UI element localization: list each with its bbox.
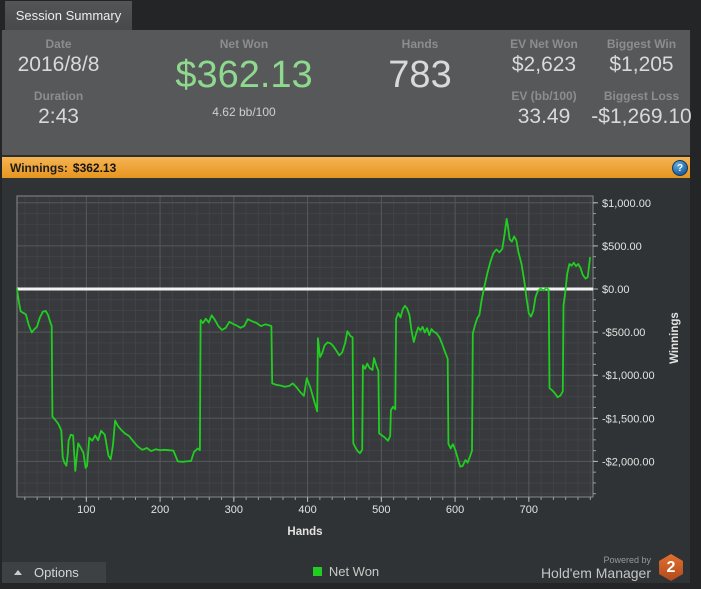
footer-bar: Options Net Won Powered by Hold'em Manag…: [2, 554, 690, 583]
svg-text:$500.00: $500.00: [602, 241, 642, 253]
date-label: Date: [45, 37, 72, 51]
session-stats-header: Date 2016/8/8 Duration 2:43 Net Won $362…: [2, 30, 692, 155]
chevron-up-icon: [14, 570, 22, 575]
winnings-bar-label: Winnings:: [10, 160, 68, 175]
options-label: Options: [34, 565, 79, 580]
divider: [2, 155, 690, 157]
svg-text:400: 400: [298, 504, 316, 516]
window-content: Session Summary Date 2016/8/8 Duration 2…: [2, 0, 692, 583]
net-won-label: Net Won: [219, 37, 269, 51]
svg-text:600: 600: [446, 504, 464, 516]
svg-text:$1,000.00: $1,000.00: [602, 198, 651, 210]
stat-date-duration: Date 2016/8/8 Duration 2:43: [6, 37, 111, 141]
svg-text:200: 200: [151, 504, 169, 516]
options-button[interactable]: Options: [2, 562, 106, 583]
winnings-chart-area: 100 200 300 400 500 600 700 $1,000.00 $500.00 $0.…: [2, 178, 690, 560]
duration-value: 2:43: [38, 105, 79, 128]
svg-text:-$2,000.00: -$2,000.00: [602, 456, 655, 468]
hm2-logo-icon: 2: [659, 554, 683, 581]
powered-by-branding: Powered by Hold'em Manager 2: [541, 554, 684, 581]
ev-bb100-label: EV (bb/100): [511, 89, 577, 103]
tab-label: Session Summary: [15, 8, 122, 23]
biggest-loss-label: Biggest Loss: [603, 89, 680, 103]
ev-bb100-value: 33.49: [517, 105, 571, 128]
svg-text:$0.00: $0.00: [602, 284, 630, 296]
date-value: 2016/8/8: [17, 53, 100, 76]
biggest-loss-value: -$1,269.10: [591, 105, 692, 128]
winnings-bar-value: $362.13: [72, 160, 117, 175]
winnings-section-bar: Winnings: $362.13 ?: [2, 157, 690, 178]
legend-label: Net Won: [328, 564, 380, 579]
hands-value: 783: [388, 54, 452, 96]
svg-text:100: 100: [77, 504, 95, 516]
duration-label: Duration: [33, 89, 84, 103]
svg-text:Hands: Hands: [287, 526, 322, 538]
hands-label: Hands: [401, 37, 439, 51]
brand-name: Hold'em Manager: [540, 564, 651, 581]
question-mark-glyph: ?: [676, 162, 684, 174]
tab-session-summary[interactable]: Session Summary: [5, 1, 132, 30]
stat-biggest: Biggest Win $1,205 Biggest Loss -$1,269.…: [591, 37, 692, 141]
help-icon[interactable]: ?: [672, 160, 688, 176]
powered-by-text: Powered by: [603, 554, 651, 565]
stat-ev: EV Net Won $2,623 EV (bb/100) 33.49: [488, 37, 600, 141]
svg-text:-$500.00: -$500.00: [602, 327, 645, 339]
biggest-win-label: Biggest Win: [606, 37, 677, 51]
net-won-bb100: 4.62 bb/100: [212, 105, 276, 119]
ev-net-won-value: $2,623: [511, 53, 577, 76]
svg-text:-$1,500.00: -$1,500.00: [602, 413, 655, 425]
svg-text:300: 300: [225, 504, 243, 516]
svg-text:Winnings: Winnings: [669, 312, 681, 364]
biggest-win-value: $1,205: [609, 53, 674, 76]
ev-net-won-label: EV Net Won: [510, 37, 578, 51]
winnings-chart: 100 200 300 400 500 600 700 $1,000.00 $500.00 $0.…: [16, 195, 681, 538]
svg-text:700: 700: [520, 504, 538, 516]
legend-swatch: [312, 567, 322, 576]
net-won-value: $362.13: [175, 54, 313, 96]
svg-text:500: 500: [372, 504, 390, 516]
svg-text:-$1,000.00: -$1,000.00: [602, 370, 655, 382]
stat-hands: Hands 783: [358, 37, 482, 98]
tab-bar: Session Summary: [2, 0, 690, 30]
stat-net-won: Net Won $362.13 4.62 bb/100: [138, 37, 350, 119]
